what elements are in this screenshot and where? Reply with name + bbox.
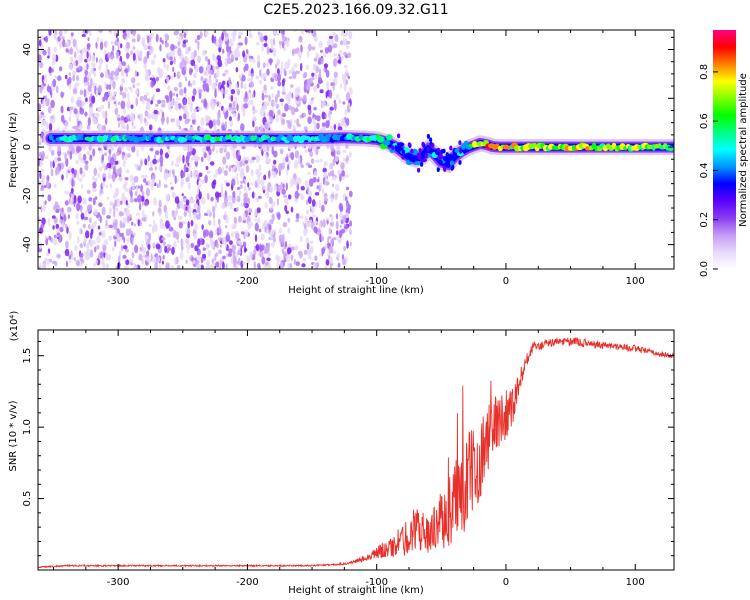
colorbar-ticks: 0.0 0.2 0.4 0.6 0.8 — [699, 64, 718, 277]
spectrogram-frame — [37, 29, 675, 270]
spectrogram-x-tick-label: 0 — [503, 276, 509, 287]
spectrogram-y-tick-label: -40 — [22, 236, 33, 252]
colorbar-tick-label: 0.8 — [699, 64, 710, 80]
snr-x-tick-label: -200 — [236, 577, 259, 588]
spectrogram-x-ticks: -300 -200 -100 0 100 — [53, 30, 645, 287]
snr-x-tick-label: -100 — [365, 577, 388, 588]
spectrogram-y-axis-label: Frequency (Hz) — [8, 112, 19, 188]
spectrogram-x-axis-label: Height of straight line (km) — [288, 285, 424, 296]
colorbar-tick-label: 0.6 — [699, 113, 710, 129]
snr-x-tick-label: 0 — [503, 577, 509, 588]
figure-title: C2E5.2023.166.09.32.G11 — [263, 2, 448, 18]
spectrogram-x-tick-label: 100 — [626, 276, 645, 287]
snr-series — [38, 337, 674, 569]
spectrogram-x-tick-label: -200 — [236, 276, 259, 287]
colorbar-label: Normalized spectral amplitude — [738, 73, 749, 227]
snr-x-ticks: -300 -200 -100 0 100 — [53, 330, 645, 588]
snr-panel: -300 -200 -100 0 100 0.5 1.0 1.5 Height of str… — [8, 311, 675, 596]
spectrogram-signal — [42, 129, 674, 174]
snr-frame — [37, 329, 675, 571]
spectrogram-y-ticks: -40 -20 0 20 40 — [22, 36, 674, 258]
spectrogram-y-tick-label: 0 — [22, 144, 33, 150]
colorbar: 0.0 0.2 0.4 0.6 0.8 Normalized spectral ampl… — [699, 30, 749, 277]
snr-scale-label: (x10⁴) — [9, 311, 20, 342]
snr-y-ticks: 0.5 1.0 1.5 — [22, 340, 674, 557]
snr-y-tick-label: 0.5 — [22, 491, 33, 507]
snr-x-tick-label: 100 — [626, 577, 645, 588]
colorbar-tick-label: 0.0 — [699, 261, 710, 277]
snr-line — [38, 337, 674, 569]
spectrogram-y-tick-label: 40 — [22, 43, 33, 56]
snr-y-tick-label: 1.0 — [22, 419, 33, 435]
snr-y-axis-label: SNR (10 * v/v) — [8, 400, 19, 471]
spectrogram-y-tick-label: 20 — [22, 92, 33, 105]
snr-y-tick-label: 1.5 — [22, 348, 33, 364]
colorbar-tick-label: 0.2 — [699, 212, 710, 228]
snr-x-axis-label: Height of straight line (km) — [288, 585, 424, 596]
colorbar-gradient — [713, 30, 736, 269]
snr-x-tick-label: -300 — [107, 577, 130, 588]
spectrogram-noise — [38, 30, 353, 269]
spectrogram-y-tick-label: -20 — [22, 188, 33, 204]
spectrogram-x-tick-label: -100 — [365, 276, 388, 287]
spectrogram-x-tick-label: -300 — [107, 276, 130, 287]
colorbar-tick-label: 0.4 — [699, 162, 710, 178]
